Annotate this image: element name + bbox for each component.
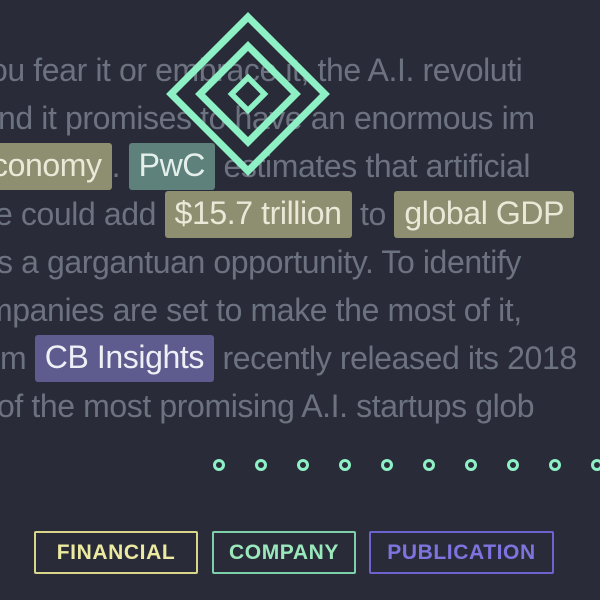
text-line: mpanies are set to make the most of it, <box>0 286 600 334</box>
text-fragment: s a gargantuan opportunity. To identify <box>0 243 522 280</box>
pagination-dot[interactable] <box>507 459 519 471</box>
pagination-dot[interactable] <box>423 459 435 471</box>
publication-label-button[interactable]: PUBLICATION <box>369 531 554 574</box>
pagination-dot[interactable] <box>549 459 561 471</box>
pagination-dot[interactable] <box>591 459 600 471</box>
financial-label-button[interactable]: FINANCIAL <box>34 531 198 574</box>
pagination-dot[interactable] <box>297 459 309 471</box>
entity-highlight-publication[interactable]: CB Insights <box>34 334 214 382</box>
pagination-dot[interactable] <box>255 459 267 471</box>
entity-highlight-financial[interactable]: global GDP <box>394 190 575 238</box>
text-fragment: e could add <box>0 195 165 232</box>
text-line: of the most promising A.I. startups glob <box>0 382 600 430</box>
text-fragment: recently released its 2018 <box>213 339 577 376</box>
text-line: m CB Insights recently released its 2018 <box>0 334 600 382</box>
dot-row <box>213 459 600 471</box>
entity-highlight-company[interactable]: PwC <box>128 142 216 190</box>
nested-diamonds-icon <box>166 12 330 176</box>
pagination-dot[interactable] <box>339 459 351 471</box>
pagination-dot[interactable] <box>213 459 225 471</box>
entity-highlight-financial[interactable]: $15.7 trillion <box>164 190 352 238</box>
text-line: s a gargantuan opportunity. To identify <box>0 238 600 286</box>
text-fragment: mpanies are set to make the most of it, <box>0 291 522 328</box>
entity-highlight-financial[interactable]: conomy <box>0 142 112 190</box>
company-label-button[interactable]: COMPANY <box>212 531 356 574</box>
text-fragment: of the most promising A.I. startups glob <box>0 387 535 424</box>
text-line: e could add $15.7 trillion to global GDP <box>0 190 600 238</box>
text-fragment: . <box>111 147 129 184</box>
pagination-dot[interactable] <box>465 459 477 471</box>
text-fragment: to <box>351 195 395 232</box>
pagination-dot[interactable] <box>381 459 393 471</box>
text-fragment: m <box>0 339 35 376</box>
